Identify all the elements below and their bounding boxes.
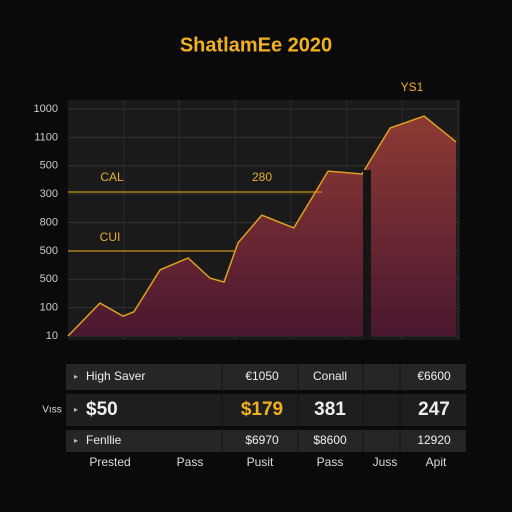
annotation: CAL	[100, 170, 124, 184]
table-cell: €6600	[417, 369, 451, 383]
gap-band	[363, 170, 371, 340]
footer-label: Pass	[317, 455, 344, 469]
annotation: CUI	[100, 230, 121, 244]
line	[67, 115, 457, 337]
bullet: ▸	[74, 405, 78, 414]
table-cell: High Saver	[86, 369, 145, 383]
footer-label: Pusit	[247, 455, 274, 469]
legend-entry: YS1	[401, 80, 424, 94]
y-tick-label: 300	[40, 188, 58, 200]
table-cell: $50	[86, 399, 118, 420]
table-cell: $179	[241, 399, 283, 420]
row-bg	[66, 430, 466, 452]
area	[68, 116, 457, 336]
table-cell: 247	[418, 399, 450, 420]
table-cell: 381	[314, 399, 346, 420]
table-cell: 12920	[417, 433, 451, 447]
footer-label: Pass	[177, 455, 204, 469]
y-tick-label: 1000	[34, 103, 58, 115]
table-cell: $8600	[313, 433, 347, 447]
table: Vıss High Saver ▸ €1050 Conall €6600 $50 ▸ $179…	[42, 364, 466, 469]
side-label: Vıss	[42, 405, 61, 416]
y-tick-label: 500	[40, 245, 58, 257]
y-tick-label: 100	[40, 302, 58, 314]
y-tick-label: 500	[40, 273, 58, 285]
footer-label: Prested	[89, 455, 130, 469]
table-cell: Conall	[313, 369, 347, 383]
footer-label: Juss	[373, 455, 398, 469]
y-tick-label: 800	[40, 216, 58, 228]
bullet: ▸	[74, 372, 78, 381]
annotation: 280	[252, 170, 272, 184]
bullet: ▸	[74, 436, 78, 445]
footer-label: Apit	[426, 455, 447, 469]
y-tick-label: 10	[46, 330, 58, 342]
row-bg	[66, 394, 466, 426]
row-bg	[66, 364, 466, 390]
y-tick-label: 500	[40, 160, 58, 172]
chart-title: ShatlamEe 2020	[180, 34, 332, 56]
y-tick-label: 1100	[34, 131, 58, 143]
table-cell: Fenllie	[86, 433, 122, 447]
table-cell: $6970	[245, 433, 279, 447]
table-cell: €1050	[245, 369, 279, 383]
